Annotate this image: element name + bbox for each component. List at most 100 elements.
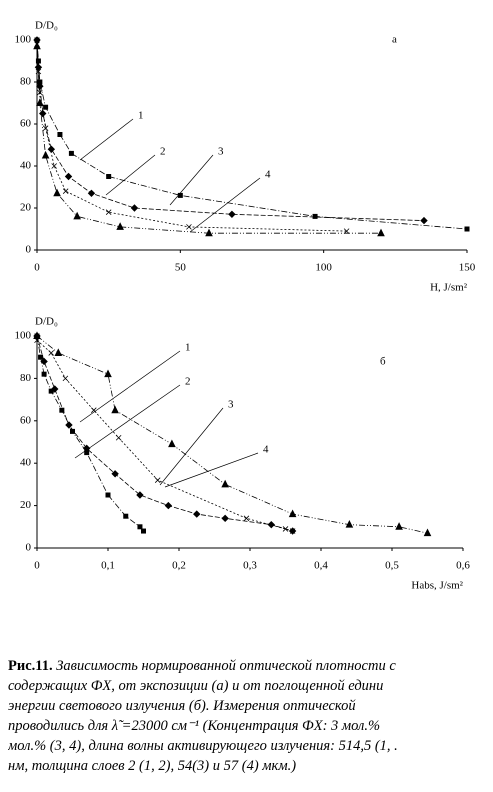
leader-line bbox=[79, 350, 181, 423]
marker bbox=[43, 104, 49, 110]
y-tick-label: 80 bbox=[20, 76, 32, 88]
marker bbox=[288, 509, 297, 518]
marker bbox=[312, 213, 318, 219]
series-label: 1 bbox=[185, 342, 191, 354]
marker bbox=[345, 520, 354, 528]
leader-line bbox=[169, 154, 214, 206]
marker bbox=[82, 444, 91, 453]
marker bbox=[282, 526, 289, 532]
marker bbox=[267, 520, 276, 529]
marker bbox=[243, 515, 250, 522]
y-tick-label: 40 bbox=[20, 160, 32, 172]
marker bbox=[205, 228, 213, 237]
marker bbox=[193, 510, 201, 518]
caption-line: проводились для λ̃ =23000 см⁻¹ (Концентр… bbox=[8, 718, 381, 734]
marker bbox=[221, 479, 229, 488]
marker bbox=[343, 228, 350, 234]
y-tick-label: 100 bbox=[15, 34, 32, 46]
marker bbox=[395, 522, 403, 530]
x-axis-label: Habs, J/sm² bbox=[411, 580, 463, 592]
marker bbox=[137, 524, 143, 530]
marker bbox=[64, 172, 73, 181]
marker bbox=[62, 375, 69, 382]
leader-line bbox=[159, 407, 224, 486]
x-tick-label: 0 bbox=[34, 262, 40, 274]
y-tick-label: 80 bbox=[20, 372, 32, 384]
x-tick-label: 0,4 bbox=[314, 560, 328, 572]
marker bbox=[91, 407, 97, 413]
x-tick-label: 0,6 bbox=[456, 560, 470, 572]
marker bbox=[111, 470, 119, 478]
marker bbox=[42, 125, 49, 131]
marker bbox=[177, 192, 183, 198]
x-tick-label: 0,3 bbox=[243, 560, 257, 572]
caption-line: нм, толщина слоев 2 (1, 2), 54(3) и 57 (… bbox=[8, 758, 297, 774]
series-label: 4 bbox=[263, 444, 269, 456]
marker bbox=[59, 407, 65, 413]
series-line bbox=[36, 335, 428, 534]
series-line bbox=[36, 335, 144, 532]
series-line bbox=[36, 335, 293, 532]
marker bbox=[33, 331, 41, 339]
marker bbox=[41, 371, 47, 377]
marker bbox=[40, 357, 48, 366]
series-label: 2 bbox=[185, 376, 191, 388]
marker bbox=[423, 528, 432, 537]
y-axis-label: D/D₀ bbox=[35, 316, 58, 328]
caption-label: Рис.11. bbox=[8, 658, 53, 674]
marker bbox=[464, 226, 470, 232]
x-tick-label: 0 bbox=[34, 560, 40, 572]
marker bbox=[111, 405, 119, 414]
y-tick-label: 0 bbox=[26, 244, 32, 256]
marker bbox=[51, 163, 57, 169]
marker bbox=[65, 421, 73, 429]
marker bbox=[154, 477, 161, 483]
marker bbox=[36, 98, 44, 106]
marker bbox=[186, 224, 192, 230]
leader-line bbox=[164, 452, 259, 488]
caption: Рис.11. Зависимость нормированной оптиче… bbox=[8, 656, 493, 776]
marker bbox=[377, 228, 385, 237]
x-tick-label: 0,5 bbox=[385, 560, 399, 572]
caption-line: содержащих ФХ, от экспозиции (а) и от по… bbox=[8, 678, 384, 694]
y-tick-label: 60 bbox=[20, 414, 32, 426]
marker bbox=[141, 528, 146, 534]
series-label: 4 bbox=[265, 169, 271, 181]
marker bbox=[39, 109, 47, 118]
leader-line bbox=[105, 154, 156, 196]
series-line bbox=[36, 46, 381, 234]
marker bbox=[105, 492, 111, 498]
series-label: 3 bbox=[228, 399, 234, 411]
series-label: 2 bbox=[160, 146, 166, 158]
marker bbox=[105, 209, 112, 215]
caption-line: Зависимость нормированной оптической пло… bbox=[56, 658, 396, 674]
leader-line bbox=[74, 384, 181, 459]
marker bbox=[48, 350, 54, 356]
marker bbox=[53, 188, 61, 197]
x-axis-label: H, J/sm² bbox=[430, 282, 468, 294]
marker bbox=[115, 434, 122, 441]
y-tick-label: 60 bbox=[20, 118, 32, 130]
marker bbox=[33, 41, 41, 50]
x-tick-label: 0,2 bbox=[172, 560, 186, 572]
series-line bbox=[36, 339, 293, 532]
marker bbox=[54, 348, 63, 356]
y-axis-label: D/D₀ bbox=[35, 20, 58, 32]
marker bbox=[123, 513, 129, 519]
marker bbox=[62, 188, 69, 194]
marker bbox=[73, 211, 81, 220]
marker bbox=[420, 216, 428, 225]
y-tick-label: 20 bbox=[20, 202, 32, 214]
y-tick-label: 0 bbox=[26, 542, 32, 554]
series-line bbox=[36, 39, 425, 221]
marker bbox=[87, 189, 96, 198]
marker bbox=[106, 174, 112, 179]
marker bbox=[168, 439, 176, 448]
marker bbox=[47, 145, 56, 153]
marker bbox=[57, 132, 63, 137]
marker bbox=[34, 63, 43, 72]
marker bbox=[136, 491, 144, 499]
panel-label: б bbox=[380, 356, 386, 368]
